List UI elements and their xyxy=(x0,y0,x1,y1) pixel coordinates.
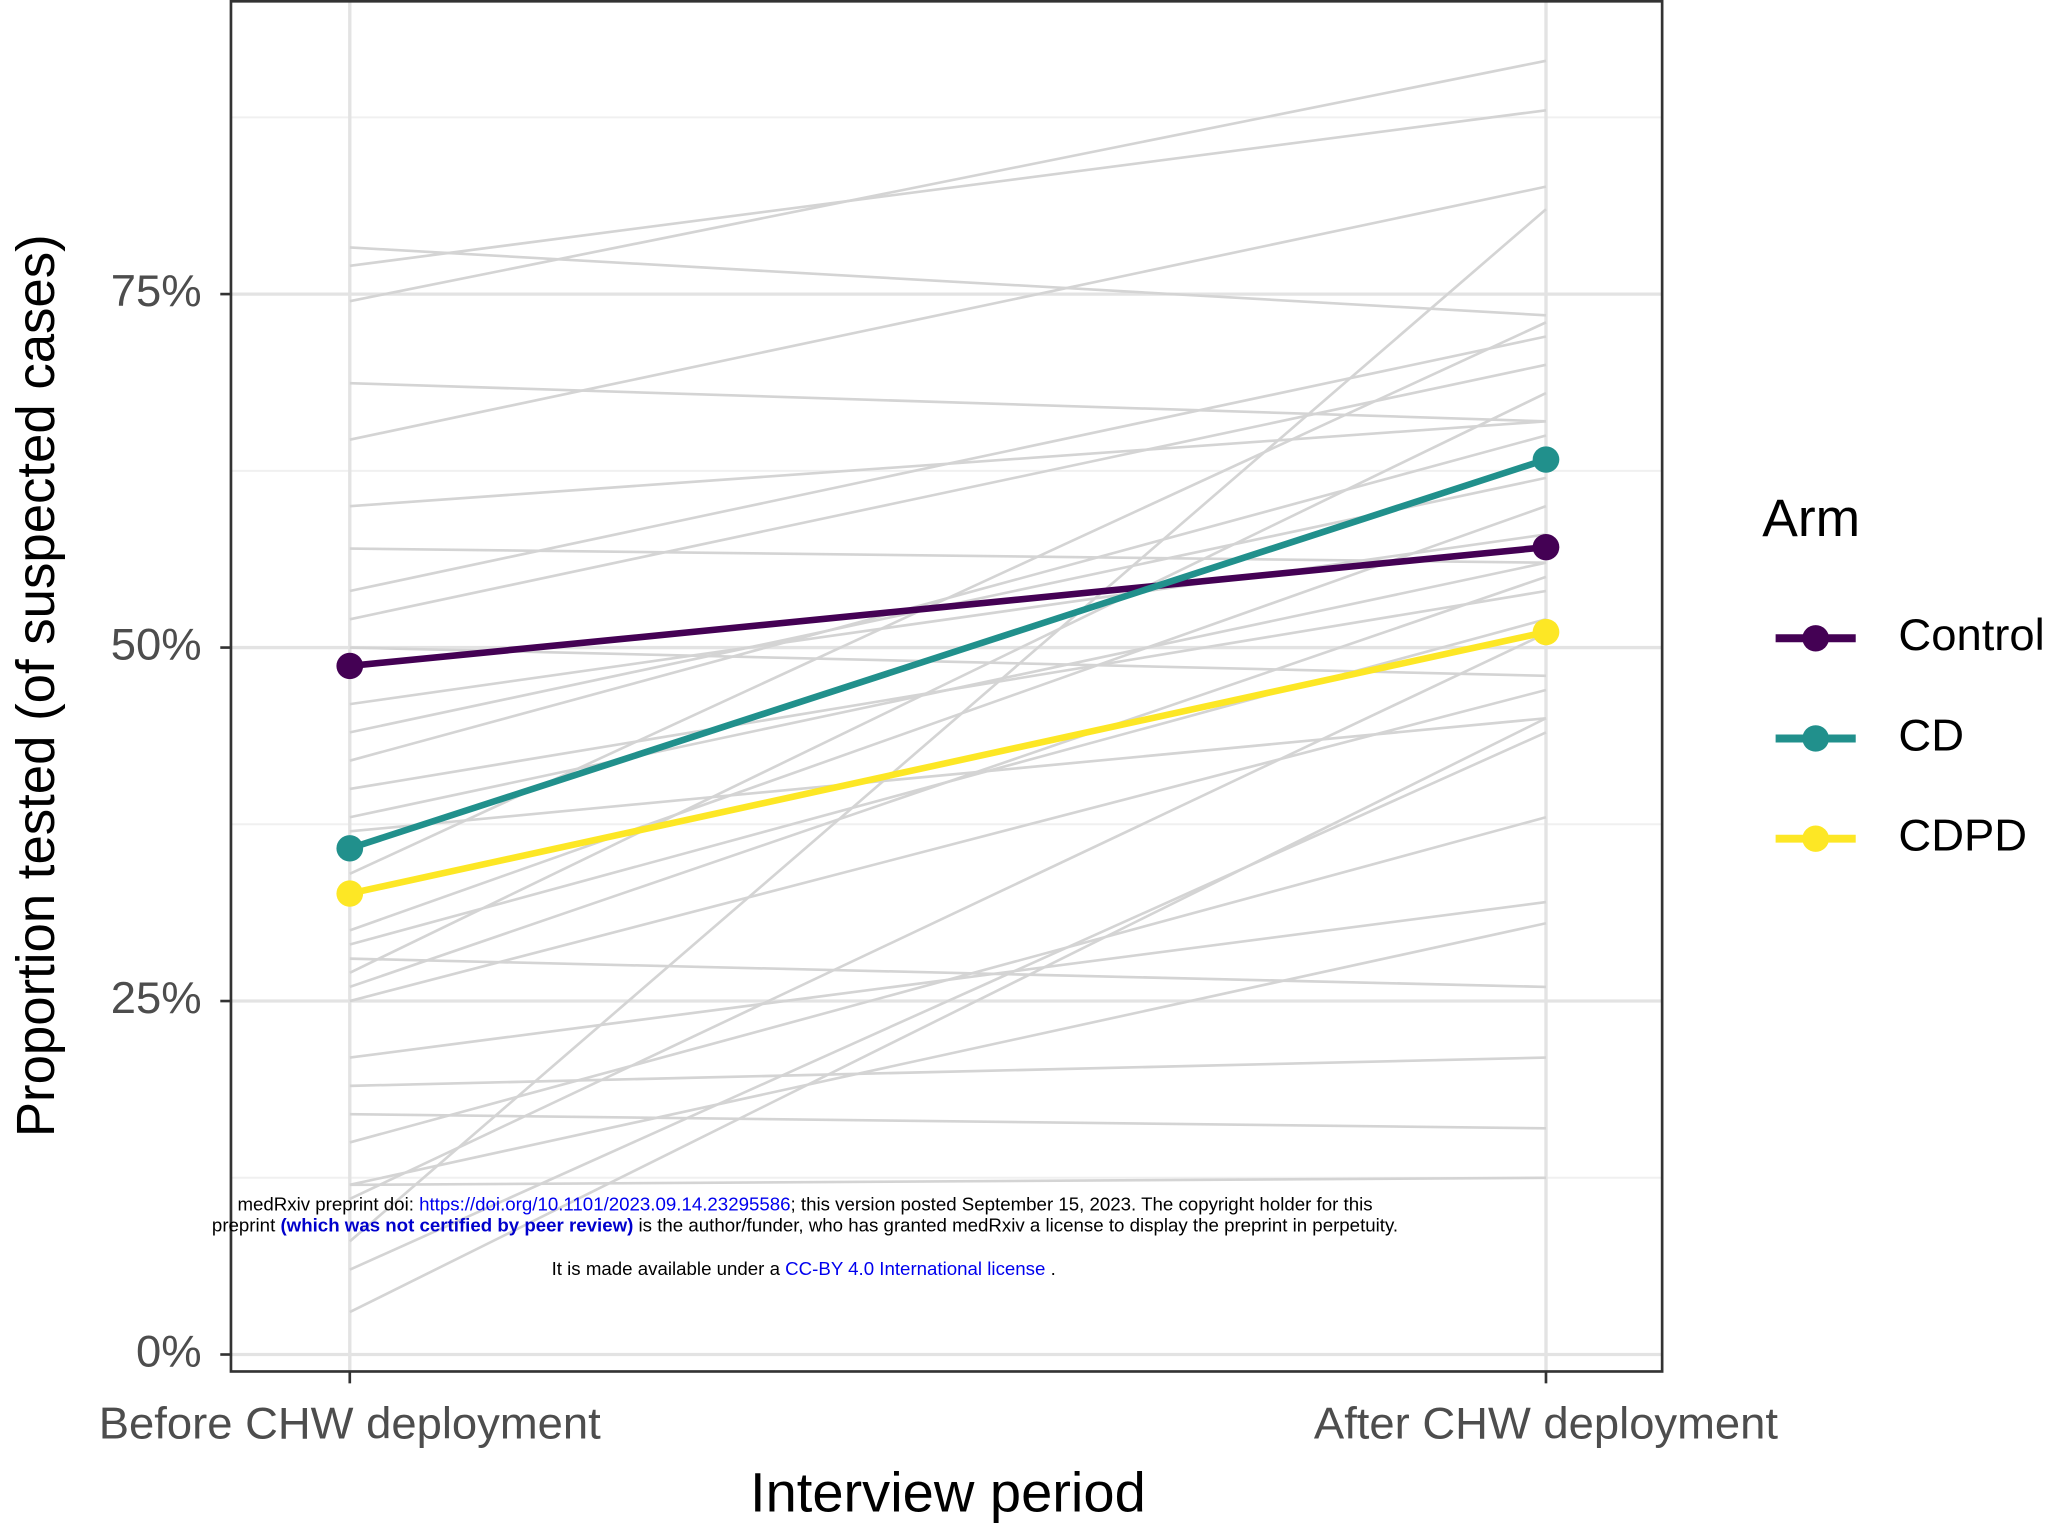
watermark-span: ; this version posted September 15, 2023… xyxy=(791,1193,1373,1214)
cluster-line xyxy=(349,646,1547,678)
cluster-line xyxy=(349,391,1547,974)
series-point xyxy=(1532,618,1560,646)
cluster-line xyxy=(349,561,1547,819)
watermark-link: CC-BY 4.0 International license xyxy=(785,1258,1045,1279)
y-tick-label: 50% xyxy=(111,619,202,670)
cluster-line xyxy=(349,504,1547,932)
series-point xyxy=(336,652,364,680)
cluster-line xyxy=(349,632,1547,1201)
x-tick-label: Before CHW deployment xyxy=(99,1398,601,1449)
watermark-span: medRxiv preprint doi: xyxy=(237,1193,419,1214)
cluster-line xyxy=(349,1056,1547,1088)
legend-label: CDPD xyxy=(1898,810,2027,861)
y-tick-label: 75% xyxy=(111,265,202,316)
cluster-line xyxy=(349,363,1547,621)
cluster-line xyxy=(349,1176,1546,1187)
cluster-line xyxy=(349,957,1547,989)
cluster-line xyxy=(349,921,1547,1187)
cluster-line xyxy=(348,208,1547,1243)
y-tick-label: 0% xyxy=(136,1326,202,1377)
x-axis-label: Interview period xyxy=(750,1462,1146,1524)
legend-label: CD xyxy=(1898,710,1964,761)
watermark-span: It is made available under a xyxy=(552,1258,786,1279)
legend-marker xyxy=(1802,825,1830,852)
cluster-line xyxy=(349,688,1547,1003)
cluster-line xyxy=(349,335,1547,593)
watermark-text: It is made available under a CC-BY 4.0 I… xyxy=(552,1258,1056,1279)
series-point xyxy=(1532,446,1560,473)
legend-title: Arm xyxy=(1762,489,1860,548)
cluster-line xyxy=(349,533,1547,706)
cluster-line xyxy=(349,731,1547,1271)
legend-label: Control xyxy=(1898,609,2044,660)
y-tick-label: 25% xyxy=(111,972,202,1023)
watermark-link: (which was not certified by peer review) xyxy=(280,1214,633,1235)
series-point xyxy=(336,880,364,907)
cluster-line xyxy=(349,575,1547,989)
cluster-line xyxy=(349,716,1547,833)
watermark-link: https://doi.org/10.1101/2023.09.14.23295… xyxy=(419,1193,790,1214)
cluster-line xyxy=(349,246,1547,317)
cluster-line xyxy=(349,59,1547,303)
series-point xyxy=(1532,533,1560,561)
series-line xyxy=(349,543,1547,670)
series-line xyxy=(349,628,1547,897)
x-tick-label: After CHW deployment xyxy=(1314,1398,1779,1449)
watermark-span: preprint xyxy=(212,1214,281,1235)
series-point xyxy=(336,835,364,862)
y-axis-label: Proportion tested (of suspected cases) xyxy=(7,234,66,1137)
cluster-line xyxy=(349,185,1547,442)
legend-marker xyxy=(1802,725,1830,752)
cluster-line xyxy=(349,815,1547,1144)
series-line xyxy=(348,456,1548,852)
legend-marker xyxy=(1802,625,1830,652)
cluster-line xyxy=(349,108,1547,268)
cluster-line xyxy=(349,547,1547,565)
watermark-span: . xyxy=(1045,1258,1055,1279)
watermark-span: is the author/funder, who has granted me… xyxy=(633,1214,1398,1235)
watermark-text: preprint (which was not certified by pee… xyxy=(212,1214,1398,1235)
panel-border xyxy=(229,0,1664,1373)
cluster-line xyxy=(349,1112,1547,1130)
watermark-text: medRxiv preprint doi: https://doi.org/10… xyxy=(237,1193,1372,1214)
cluster-line xyxy=(349,717,1547,1314)
